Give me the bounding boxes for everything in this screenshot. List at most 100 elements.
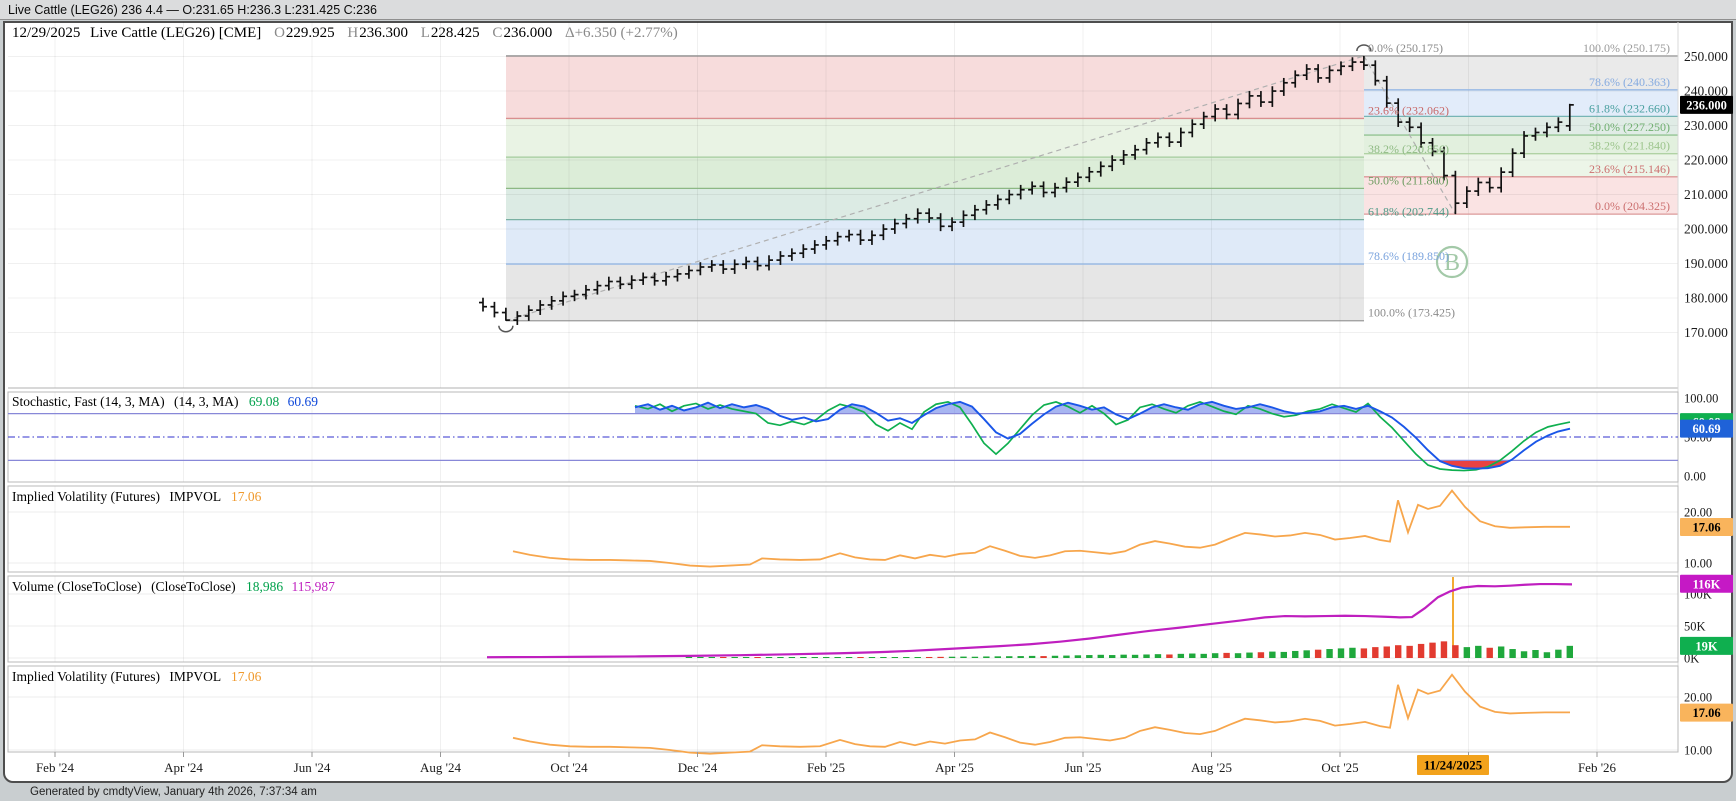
iv2-badge-text: 17.06 — [1692, 706, 1720, 720]
volume-bar — [880, 657, 887, 658]
fib-level-label: 78.6% (240.363) — [1589, 75, 1670, 89]
volume-bar — [1475, 645, 1482, 658]
stochastic-axis-label: 100.00 — [1684, 392, 1718, 406]
fib-level-label: 50.0% (211.800) — [1368, 173, 1449, 187]
volume-bar — [1143, 654, 1150, 658]
volume-bar — [1463, 647, 1471, 658]
volume-bar — [1131, 654, 1139, 658]
volume-bar — [903, 657, 910, 658]
low-value: 228.425 — [430, 25, 480, 41]
stochastic-axis-label: 0.00 — [1684, 470, 1706, 484]
volume-bar — [1303, 650, 1310, 658]
time-axis-label: Oct '24 — [550, 760, 588, 775]
volume-bar — [1051, 655, 1059, 658]
time-axis-label: Aug '25 — [1191, 760, 1232, 775]
fib-level-label: 38.2% (220.856) — [1368, 142, 1449, 156]
fib-level-label: 61.8% (232.660) — [1589, 101, 1670, 115]
volume-bar — [1063, 655, 1070, 658]
stochastic-k-line — [634, 400, 1571, 472]
iv2-line — [512, 673, 1570, 755]
stochastic-panel-title: Stochastic, Fast (14, 3, MA) (14, 3, MA)… — [12, 394, 318, 410]
price-axis-label: 250.000 — [1684, 49, 1728, 64]
volume-bar — [1211, 653, 1219, 658]
brand-watermark-letter: B — [1444, 250, 1460, 276]
indicator-name: Volume (CloseToClose) — [12, 579, 142, 594]
event-date-badge — [1417, 755, 1489, 775]
fib-band — [1364, 153, 1678, 177]
brand-watermark-icon — [1435, 245, 1469, 279]
volume-bar — [742, 657, 750, 658]
volume-bar — [1486, 647, 1493, 658]
fib-level-label: 23.6% (232.062) — [1368, 103, 1449, 117]
indicator-params: (14, 3, MA) — [174, 394, 239, 409]
iv1-axis-label: 20.00 — [1684, 506, 1712, 520]
last-price-badge — [1680, 95, 1733, 114]
volume-bar — [1028, 655, 1036, 658]
window-title-bar[interactable]: Live Cattle (LEG26) 236 4.4 — O:231.65 H… — [0, 0, 1736, 20]
fib-band — [506, 118, 1364, 158]
fib-band — [506, 188, 1364, 220]
volume-bar — [1532, 650, 1539, 658]
price-axis-label: 210.000 — [1684, 187, 1728, 202]
volume-bar — [697, 657, 704, 658]
volume-bar — [1417, 643, 1425, 658]
volume-bar — [937, 656, 944, 658]
volume-bar — [891, 657, 899, 658]
iv2-panel-title: Implied Volatility (Futures) IMPVOL 17.0… — [12, 669, 261, 685]
iv1-badge-text: 17.06 — [1692, 520, 1720, 534]
volume-bar — [1246, 652, 1253, 658]
volume-bar — [1177, 653, 1185, 658]
volume-bar — [1292, 650, 1299, 658]
indicator-code: IMPVOL — [169, 669, 221, 684]
volume-bar — [788, 657, 796, 658]
volume-bar — [1269, 651, 1276, 658]
quote-header: 12/29/2025 Live Cattle (LEG26) [CME] O22… — [12, 25, 678, 42]
volume-bar-value: 18,986 — [245, 579, 284, 594]
panel-border — [7, 665, 1679, 753]
volume-bar — [800, 657, 807, 658]
close-label: C — [492, 25, 503, 41]
volume-bar — [1440, 641, 1448, 658]
iv1-badge — [1680, 517, 1733, 536]
volume-bar — [834, 657, 841, 658]
volume-bar — [914, 657, 921, 658]
time-axis-label: Feb '26 — [1578, 760, 1617, 775]
time-axis-label: Apr '24 — [164, 760, 203, 775]
window-title: Live Cattle (LEG26) 236 4.4 — O:231.65 H… — [8, 3, 377, 17]
panel-border — [7, 575, 1679, 663]
volume-bar — [1040, 656, 1047, 658]
stochastic-overbought-fill — [635, 401, 1385, 414]
volume-bar — [1383, 646, 1390, 658]
volume-bar — [868, 657, 876, 658]
volume-bar — [1520, 651, 1528, 658]
volume-bar — [857, 657, 864, 658]
indicator-name: Implied Volatility (Futures) — [12, 669, 160, 684]
volume-bar — [685, 657, 693, 658]
volume-bar — [983, 656, 990, 658]
time-axis-label: Apr '25 — [935, 760, 974, 775]
volume-bar — [1109, 655, 1116, 658]
iv1-value: 17.06 — [231, 489, 262, 504]
price-axis-label: 240.000 — [1684, 84, 1728, 99]
fib-level-label: 100.0% (173.425) — [1368, 306, 1455, 320]
volume-bar — [1097, 654, 1104, 658]
price-axis-label: 230.000 — [1684, 118, 1728, 133]
stochastic-k-value: 69.08 — [248, 394, 280, 409]
volume-bar — [765, 657, 773, 658]
volume-bar — [1326, 649, 1333, 658]
volume-bar — [1543, 652, 1551, 658]
volume-bar — [1006, 656, 1013, 658]
fib-band — [1364, 55, 1678, 90]
stochastic-d-badge-text: 60.69 — [1692, 422, 1720, 436]
volume-bar — [1280, 651, 1287, 658]
volume-bar — [811, 657, 818, 658]
fib-level-label: 50.0% (227.250) — [1589, 120, 1670, 134]
open-label: O — [274, 25, 285, 41]
last-price-badge-text: 236.000 — [1686, 98, 1727, 112]
indicator-code: IMPVOL — [169, 489, 221, 504]
low-label: L — [420, 25, 430, 41]
stochastic-d-badge — [1680, 419, 1733, 438]
fib-band — [506, 157, 1364, 189]
fib-band — [1364, 176, 1678, 215]
